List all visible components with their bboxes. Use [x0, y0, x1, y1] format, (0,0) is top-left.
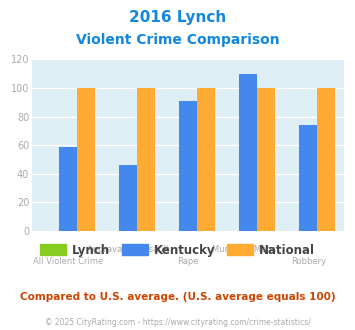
Bar — [239, 74, 257, 231]
Bar — [299, 125, 317, 231]
Bar — [77, 88, 95, 231]
Bar — [197, 88, 215, 231]
Bar — [317, 88, 335, 231]
Text: Murder & Mans...: Murder & Mans... — [212, 245, 284, 254]
Text: Aggravated Assault: Aggravated Assault — [87, 245, 169, 254]
Bar — [179, 101, 197, 231]
Bar — [119, 165, 137, 231]
Text: All Violent Crime: All Violent Crime — [33, 257, 103, 266]
Bar — [257, 88, 275, 231]
Text: Violent Crime Comparison: Violent Crime Comparison — [76, 33, 279, 47]
Bar — [137, 88, 155, 231]
Text: Compared to U.S. average. (U.S. average equals 100): Compared to U.S. average. (U.S. average … — [20, 292, 335, 302]
Text: © 2025 CityRating.com - https://www.cityrating.com/crime-statistics/: © 2025 CityRating.com - https://www.city… — [45, 318, 310, 327]
Text: Robbery: Robbery — [291, 257, 326, 266]
Bar — [59, 147, 77, 231]
Text: 2016 Lynch: 2016 Lynch — [129, 10, 226, 25]
Text: Rape: Rape — [178, 257, 199, 266]
Legend: Lynch, Kentucky, National: Lynch, Kentucky, National — [36, 239, 320, 261]
